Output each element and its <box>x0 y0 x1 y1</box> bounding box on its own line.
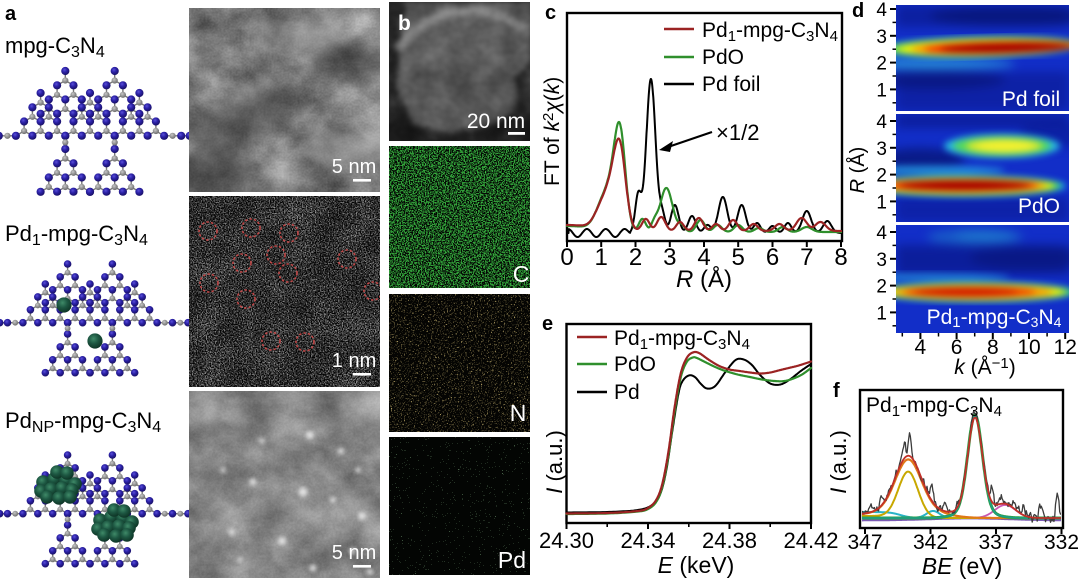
svg-text:Pd foil: Pd foil <box>1002 88 1060 111</box>
svg-text:3: 3 <box>663 244 676 271</box>
svg-text:Pd1​-mpg-C3​N4​: Pd1​-mpg-C3​N4​ <box>614 327 750 353</box>
svg-text:a: a <box>5 3 17 25</box>
svg-text:2: 2 <box>876 277 887 298</box>
svg-text:R (Å): R (Å) <box>846 147 869 194</box>
svg-text:1: 1 <box>595 244 608 271</box>
svg-text:Pd: Pd <box>498 547 526 573</box>
svg-text:8: 8 <box>834 244 847 271</box>
svg-text:7: 7 <box>800 244 813 271</box>
svg-text:24.42: 24.42 <box>783 528 838 553</box>
svg-text:5: 5 <box>732 244 745 271</box>
svg-text:e: e <box>542 313 553 335</box>
svg-text:337: 337 <box>978 531 1013 554</box>
svg-text:PdO: PdO <box>614 353 656 376</box>
svg-text:347: 347 <box>847 531 882 554</box>
svg-text:342: 342 <box>913 531 948 554</box>
svg-text:2: 2 <box>876 54 887 75</box>
svg-text:1 nm: 1 nm <box>332 350 376 372</box>
svg-text:10: 10 <box>1017 336 1040 359</box>
svg-text:24.38: 24.38 <box>702 528 757 553</box>
svg-text:4: 4 <box>915 336 927 359</box>
svg-text:5 nm: 5 nm <box>332 542 376 564</box>
svg-text:5 nm: 5 nm <box>332 156 376 178</box>
svg-text:3: 3 <box>876 139 887 160</box>
svg-text:PdO: PdO <box>1018 195 1060 218</box>
svg-text:6: 6 <box>951 336 963 359</box>
svg-text:C: C <box>513 261 530 287</box>
svg-text:4: 4 <box>876 223 887 244</box>
svg-text:2: 2 <box>629 244 642 271</box>
svg-text:mpg-C3​N4​: mpg-C3​N4​ <box>5 33 105 61</box>
svg-text:PdNP​-mpg-C3​N4​: PdNP​-mpg-C3​N4​ <box>5 408 161 436</box>
svg-text:PdO: PdO <box>702 46 744 69</box>
svg-text:1: 1 <box>876 192 887 213</box>
svg-text:Pd1​-mpg-C3​N4​: Pd1​-mpg-C3​N4​ <box>702 19 838 45</box>
svg-text:Pd1-mpg-C3N4: Pd1-mpg-C3N4 <box>927 306 1062 331</box>
svg-text:f: f <box>833 380 840 402</box>
svg-text:Pd1​-mpg-C3​N4​: Pd1​-mpg-C3​N4​ <box>5 221 148 249</box>
svg-text:1: 1 <box>876 303 887 324</box>
svg-text:20 nm: 20 nm <box>467 110 525 133</box>
svg-text:R (Å): R (Å) <box>676 265 732 293</box>
svg-text:0: 0 <box>560 244 573 271</box>
svg-text:I (a.u.): I (a.u.) <box>542 430 567 494</box>
svg-text:8: 8 <box>987 336 999 359</box>
svg-text:I (a.u.): I (a.u.) <box>826 430 851 494</box>
svg-text:6: 6 <box>766 244 779 271</box>
svg-text:d: d <box>852 0 864 22</box>
svg-text:4: 4 <box>697 244 710 271</box>
svg-text:c: c <box>545 2 556 24</box>
svg-text:1: 1 <box>876 80 887 101</box>
svg-text:×1/2: ×1/2 <box>716 120 759 145</box>
svg-text:24.30: 24.30 <box>539 528 594 553</box>
svg-text:b: b <box>398 12 411 35</box>
svg-text:4: 4 <box>876 0 887 21</box>
svg-text:Pd: Pd <box>614 381 640 404</box>
svg-text:4: 4 <box>876 112 887 133</box>
svg-text:2: 2 <box>876 166 887 187</box>
svg-text:3: 3 <box>876 27 887 48</box>
svg-text:BE (eV): BE (eV) <box>922 553 1003 579</box>
svg-text:332: 332 <box>1044 531 1079 554</box>
svg-text:3: 3 <box>876 250 887 271</box>
svg-text:E (keV): E (keV) <box>658 552 735 578</box>
svg-text:FT of k2χ(k): FT of k2χ(k) <box>540 77 564 186</box>
svg-text:24.34: 24.34 <box>620 528 675 553</box>
svg-text:Pd1​-mpg-C3​N4​: Pd1​-mpg-C3​N4​ <box>866 394 1002 420</box>
svg-text:N: N <box>510 400 527 426</box>
svg-text:Pd foil: Pd foil <box>702 73 760 96</box>
svg-text:12: 12 <box>1054 336 1077 359</box>
